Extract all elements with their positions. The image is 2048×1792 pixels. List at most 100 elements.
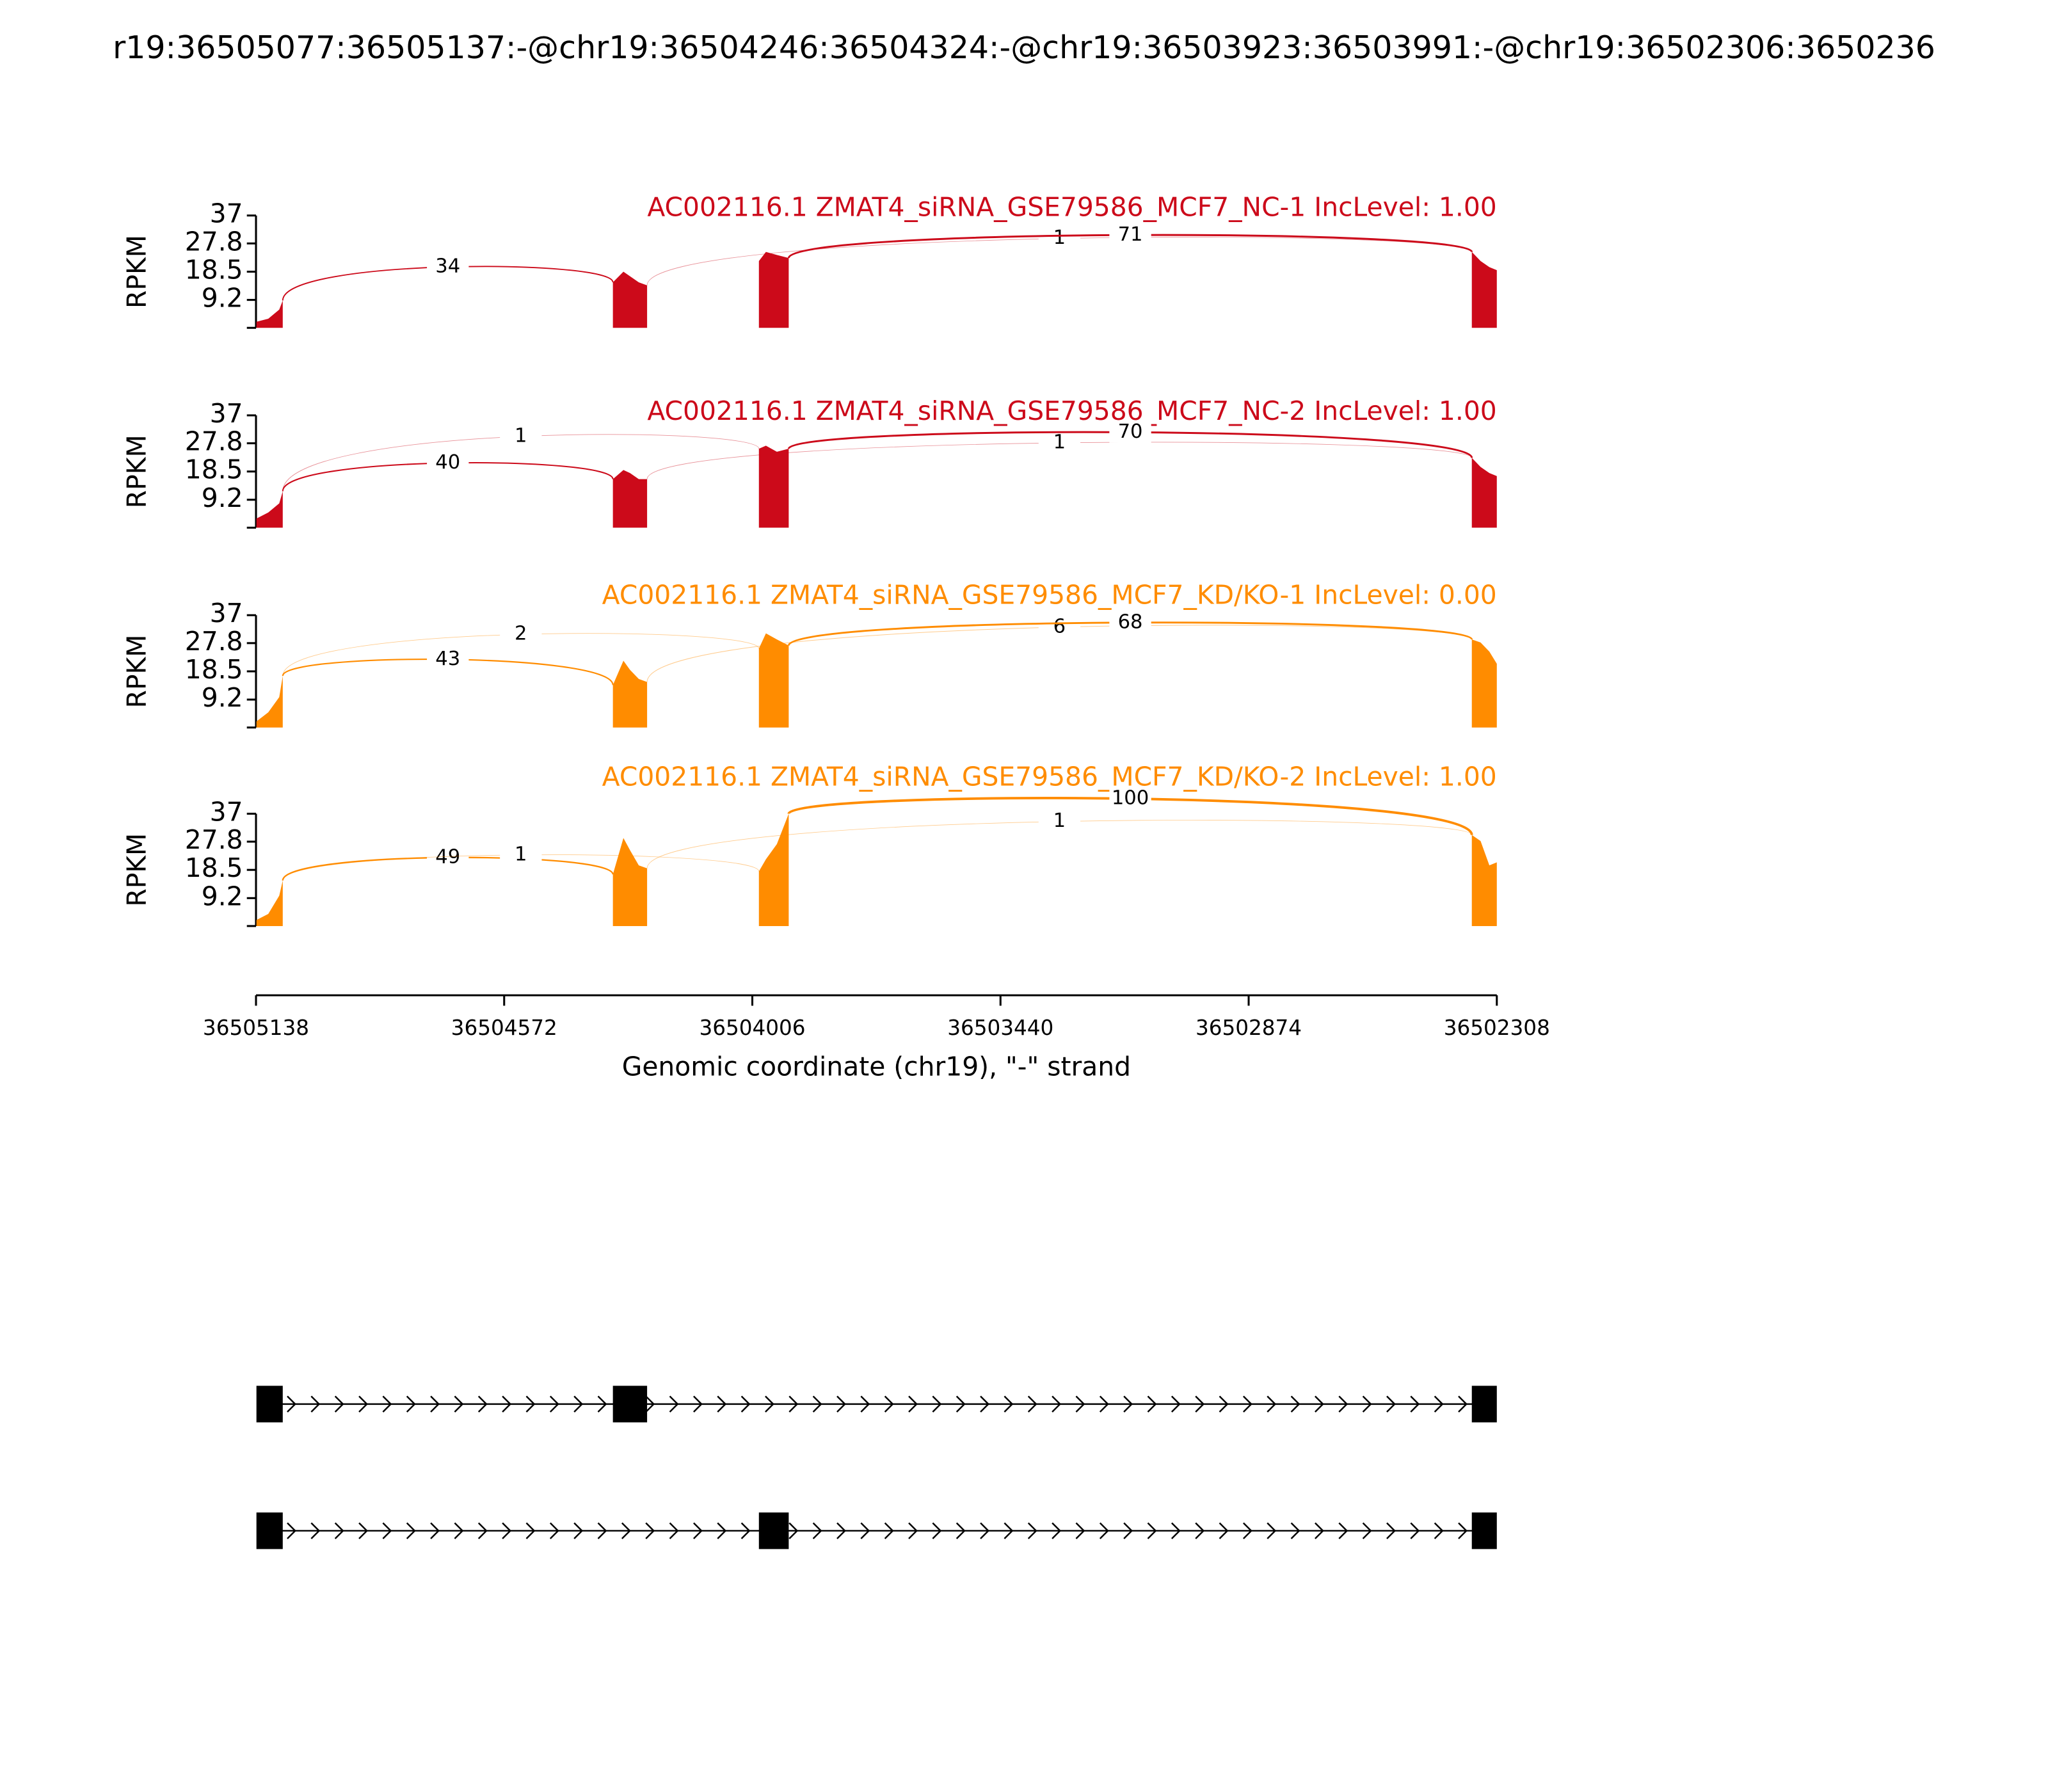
strand-arrow bbox=[1219, 1395, 1229, 1412]
strand-arrow bbox=[980, 1522, 990, 1539]
y-tick-label: 37 bbox=[210, 796, 243, 827]
strand-arrow bbox=[1123, 1395, 1133, 1412]
strand-arrow bbox=[1267, 1395, 1277, 1412]
strand-arrow bbox=[1195, 1522, 1205, 1539]
chart-title: r19:36505077:36505137:-@chr19:36504246:3… bbox=[113, 29, 1935, 66]
strand-arrow bbox=[502, 1522, 512, 1539]
strand-arrow bbox=[454, 1522, 464, 1539]
strand-arrow bbox=[310, 1522, 321, 1539]
strand-arrow bbox=[932, 1522, 942, 1539]
strand-arrow bbox=[1434, 1395, 1444, 1412]
strand-arrow bbox=[334, 1522, 344, 1539]
strand-arrow bbox=[573, 1395, 584, 1412]
y-tick-label: 37 bbox=[210, 198, 243, 229]
x-tick-label: 36502308 bbox=[1444, 1016, 1550, 1040]
strand-arrow bbox=[1027, 1522, 1037, 1539]
strand-arrow bbox=[334, 1395, 344, 1412]
y-axis-label: RPKM bbox=[121, 833, 152, 907]
junction-label-bg bbox=[1109, 612, 1151, 634]
x-tick-label: 36505138 bbox=[203, 1016, 309, 1040]
strand-arrow bbox=[1242, 1522, 1252, 1539]
strand-arrow bbox=[1004, 1395, 1014, 1412]
strand-arrow bbox=[1242, 1395, 1252, 1412]
strand-arrow bbox=[1386, 1522, 1396, 1539]
strand-arrow bbox=[358, 1522, 368, 1539]
y-tick-label: 27.8 bbox=[185, 426, 243, 457]
strand-arrow bbox=[740, 1395, 751, 1412]
strand-arrow bbox=[1315, 1522, 1324, 1539]
junction-label-bg bbox=[500, 426, 542, 447]
y-tick-label: 27.8 bbox=[185, 626, 243, 657]
strand-arrow bbox=[1099, 1395, 1109, 1412]
strand-arrow bbox=[549, 1522, 559, 1539]
x-tick-label: 36503440 bbox=[947, 1016, 1053, 1040]
junction-label: 40 bbox=[435, 451, 460, 474]
strand-arrow bbox=[1410, 1395, 1420, 1412]
strand-arrow bbox=[1362, 1522, 1372, 1539]
strand-arrow bbox=[525, 1522, 536, 1539]
strand-arrow bbox=[836, 1522, 846, 1539]
junction-label: 49 bbox=[435, 845, 460, 868]
coverage-area bbox=[256, 813, 1497, 926]
strand-arrow bbox=[287, 1522, 296, 1539]
junction-label: 100 bbox=[1112, 787, 1149, 810]
y-tick-label: 18.5 bbox=[185, 454, 243, 485]
strand-arrow bbox=[669, 1522, 679, 1539]
exon bbox=[612, 1386, 648, 1423]
x-axis-label: Genomic coordinate (chr19), "-" strand bbox=[622, 1051, 1131, 1082]
junction-label-bg bbox=[1038, 811, 1081, 832]
y-tick-label: 18.5 bbox=[185, 254, 243, 285]
strand-arrow bbox=[1290, 1522, 1300, 1539]
strand-arrow bbox=[980, 1395, 990, 1412]
x-tick-label: 36504006 bbox=[699, 1016, 805, 1040]
strand-arrow bbox=[621, 1522, 631, 1539]
strand-arrow bbox=[310, 1395, 321, 1412]
strand-arrow bbox=[860, 1522, 870, 1539]
strand-arrow bbox=[788, 1522, 799, 1539]
strand-arrow bbox=[597, 1395, 607, 1412]
strand-arrow bbox=[693, 1522, 703, 1539]
junction-label-bg bbox=[1109, 422, 1151, 443]
track-title: AC002116.1 ZMAT4_siRNA_GSE79586_MCF7_NC-… bbox=[647, 192, 1496, 223]
strand-arrow bbox=[1338, 1522, 1348, 1539]
strand-arrow bbox=[1075, 1395, 1085, 1412]
junction-label: 68 bbox=[1118, 611, 1143, 633]
strand-arrow bbox=[1338, 1395, 1348, 1412]
y-tick-label: 18.5 bbox=[185, 654, 243, 685]
y-tick-label: 18.5 bbox=[185, 852, 243, 883]
strand-arrow bbox=[1099, 1522, 1109, 1539]
strand-arrow bbox=[358, 1395, 368, 1412]
junction-label: 1 bbox=[1053, 810, 1066, 832]
strand-arrow bbox=[549, 1395, 559, 1412]
y-tick-label: 9.2 bbox=[202, 881, 243, 911]
strand-arrow bbox=[1052, 1395, 1062, 1412]
strand-arrow bbox=[1362, 1395, 1372, 1412]
strand-arrow bbox=[382, 1522, 392, 1539]
junction-label-bg bbox=[1038, 432, 1081, 454]
strand-arrow bbox=[1123, 1522, 1133, 1539]
strand-arrow bbox=[1027, 1395, 1037, 1412]
y-tick-label: 37 bbox=[210, 398, 243, 429]
strand-arrow bbox=[1171, 1522, 1181, 1539]
strand-arrow bbox=[956, 1522, 966, 1539]
strand-arrow bbox=[287, 1395, 296, 1412]
junction-label: 1 bbox=[515, 424, 527, 447]
strand-arrow bbox=[1267, 1522, 1277, 1539]
strand-arrow bbox=[1434, 1522, 1444, 1539]
track-title: AC002116.1 ZMAT4_siRNA_GSE79586_MCF7_KD/… bbox=[602, 761, 1497, 792]
strand-arrow bbox=[1458, 1522, 1468, 1539]
strand-arrow bbox=[1147, 1395, 1157, 1412]
strand-arrow bbox=[477, 1522, 488, 1539]
strand-arrow bbox=[1458, 1395, 1468, 1412]
junction-label: 1 bbox=[1053, 227, 1066, 249]
exon bbox=[758, 1512, 789, 1549]
strand-arrow bbox=[573, 1522, 584, 1539]
strand-arrow bbox=[1219, 1522, 1229, 1539]
strand-arrow bbox=[1290, 1395, 1300, 1412]
junction-label-bg bbox=[427, 452, 469, 474]
strand-arrow bbox=[382, 1395, 392, 1412]
y-tick-label: 27.8 bbox=[185, 824, 243, 855]
strand-arrow bbox=[956, 1395, 966, 1412]
